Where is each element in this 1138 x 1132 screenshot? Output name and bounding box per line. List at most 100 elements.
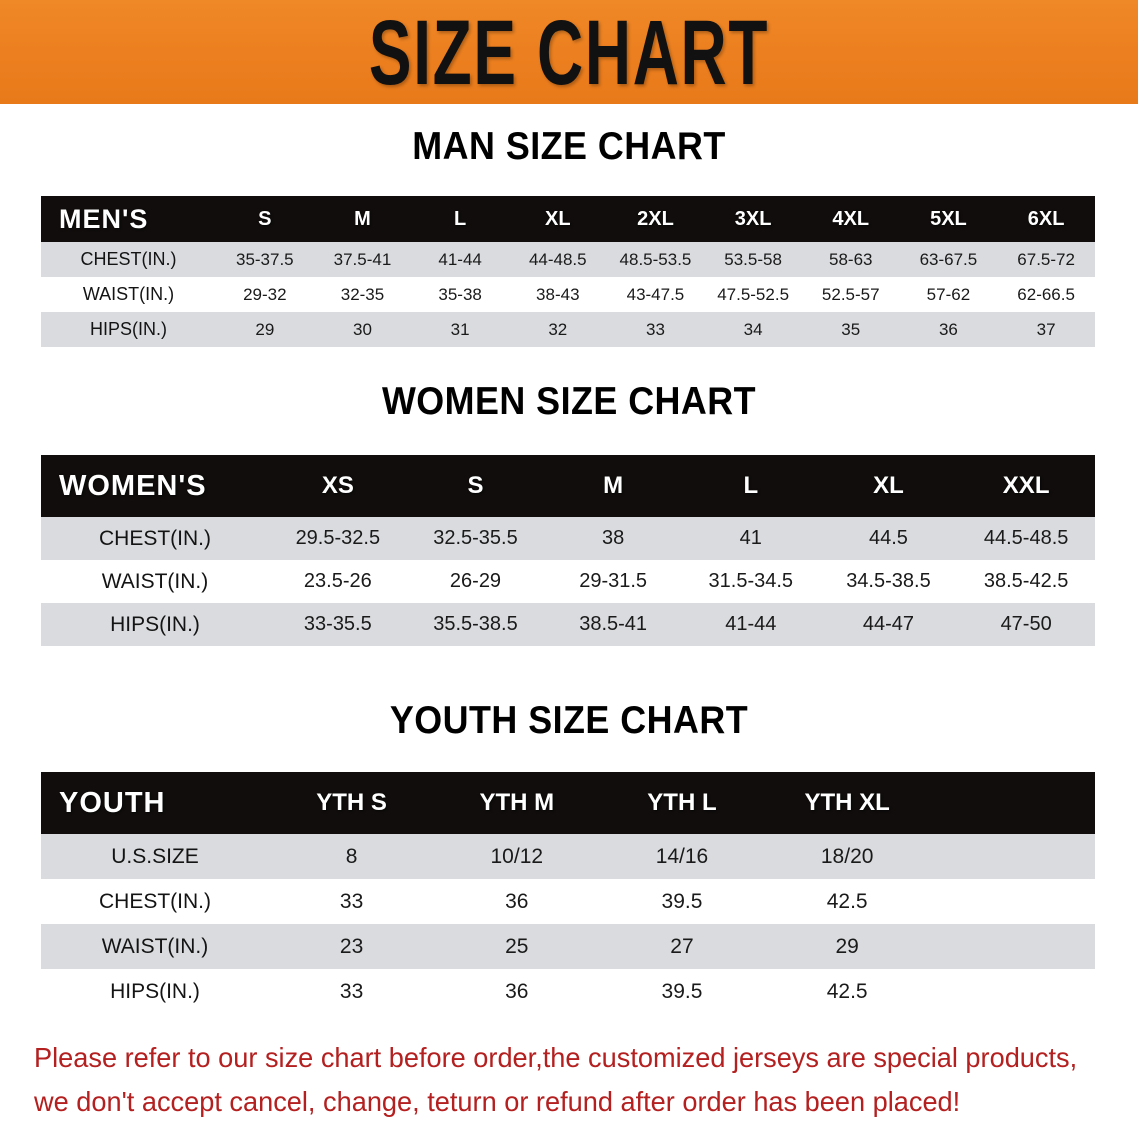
measurement-cell: 33 bbox=[269, 969, 435, 1014]
column-header-3xl: 3XL bbox=[704, 196, 802, 242]
measurement-cell: 33 bbox=[269, 879, 435, 924]
row-label: HIPS(IN.) bbox=[41, 312, 216, 347]
measurement-cell: 35-37.5 bbox=[216, 242, 314, 277]
measurement-cell: 36 bbox=[434, 879, 600, 924]
measurement-cell: 23.5-26 bbox=[269, 560, 407, 603]
row-label: CHEST(IN.) bbox=[41, 517, 269, 560]
column-header-yth-l: YTH L bbox=[599, 772, 765, 834]
table-row: WAIST(IN.) 23 25 27 29 bbox=[41, 924, 1095, 969]
measurement-cell: 34 bbox=[704, 312, 802, 347]
column-header-empty-4 bbox=[929, 772, 1095, 834]
measurement-cell: 25 bbox=[434, 924, 600, 969]
column-header-2xl: 2XL bbox=[606, 196, 705, 242]
row-label: CHEST(IN.) bbox=[41, 242, 216, 277]
column-header-l: L bbox=[411, 196, 509, 242]
measurement-cell: 32-35 bbox=[313, 277, 412, 312]
measurement-cell: 52.5-57 bbox=[801, 277, 900, 312]
column-header-s: S bbox=[406, 455, 545, 517]
table-corner-label: MEN'S bbox=[41, 196, 216, 242]
men-table-body: CHEST(IN.) 35-37.5 37.5-41 41-44 44-48.5 48.5… bbox=[41, 242, 1095, 347]
row-label: CHEST(IN.) bbox=[41, 879, 269, 924]
table-header-row: MEN'S S M L XL 2XL 3XL 4XL 5XL 6XL bbox=[41, 196, 1095, 242]
women-table-body: CHEST(IN.) 29.5-32.5 32.5-35.5 38 41 44.5 44.5… bbox=[41, 517, 1095, 646]
disclaimer-line-2: we don't accept cancel, change, teturn o… bbox=[34, 1086, 961, 1117]
measurement-cell: 37.5-41 bbox=[313, 242, 412, 277]
measurement-cell: 29 bbox=[764, 924, 930, 969]
measurement-cell: 47.5-52.5 bbox=[704, 277, 802, 312]
measurement-cell: 41-44 bbox=[411, 242, 509, 277]
column-header-s: S bbox=[216, 196, 314, 242]
measurement-cell: 38.5-42.5 bbox=[957, 560, 1095, 603]
table-row: WAIST(IN.) 23.5-26 26-29 29-31.5 31.5-34.5 34… bbox=[41, 560, 1095, 603]
column-header-yth-m: YTH M bbox=[434, 772, 600, 834]
column-header-5xl: 5XL bbox=[899, 196, 998, 242]
measurement-cell: 41-44 bbox=[681, 603, 820, 646]
table-row: U.S.SIZE 8 10/12 14/16 18/20 bbox=[41, 834, 1095, 879]
table-row: CHEST(IN.) 29.5-32.5 32.5-35.5 38 41 44.5 44.5… bbox=[41, 517, 1095, 560]
measurement-cell: 34.5-38.5 bbox=[819, 560, 958, 603]
measurement-cell: 38-43 bbox=[508, 277, 607, 312]
table-row: HIPS(IN.) 33-35.5 35.5-38.5 38.5-41 41-44 44-… bbox=[41, 603, 1095, 646]
measurement-cell: 42.5 bbox=[764, 879, 930, 924]
row-label: WAIST(IN.) bbox=[41, 560, 269, 603]
measurement-cell: 41 bbox=[681, 517, 820, 560]
measurement-cell: 33 bbox=[606, 312, 705, 347]
women-table-header: WOMEN'S XS S M L XL XXL bbox=[41, 455, 1095, 517]
measurement-cell: 39.5 bbox=[599, 879, 765, 924]
measurement-cell: 35-38 bbox=[411, 277, 509, 312]
youth-size-table: YOUTH YTH S YTH M YTH L YTH XL U.S.SIZE 8 10/1… bbox=[41, 772, 1095, 1014]
measurement-cell: 58-63 bbox=[801, 242, 900, 277]
measurement-cell: 8 bbox=[269, 834, 435, 879]
measurement-cell: 38.5-41 bbox=[544, 603, 682, 646]
measurement-cell: 32 bbox=[508, 312, 607, 347]
measurement-cell: 37 bbox=[997, 312, 1095, 347]
measurement-cell bbox=[929, 834, 1095, 879]
measurement-cell: 33-35.5 bbox=[269, 603, 407, 646]
measurement-cell: 29-31.5 bbox=[544, 560, 682, 603]
row-label: U.S.SIZE bbox=[41, 834, 269, 879]
table-corner-label: WOMEN'S bbox=[41, 455, 269, 517]
measurement-cell: 44-47 bbox=[819, 603, 958, 646]
column-header-xl: XL bbox=[508, 196, 607, 242]
measurement-cell: 36 bbox=[899, 312, 998, 347]
measurement-cell: 31.5-34.5 bbox=[681, 560, 820, 603]
measurement-cell: 29.5-32.5 bbox=[269, 517, 407, 560]
measurement-cell: 29-32 bbox=[216, 277, 314, 312]
measurement-cell bbox=[929, 969, 1095, 1014]
measurement-cell: 30 bbox=[313, 312, 412, 347]
measurement-cell: 44.5 bbox=[819, 517, 958, 560]
measurement-cell: 43-47.5 bbox=[606, 277, 705, 312]
measurement-cell: 14/16 bbox=[599, 834, 765, 879]
column-header-4xl: 4XL bbox=[801, 196, 900, 242]
column-header-xxl: XXL bbox=[957, 455, 1095, 517]
measurement-cell: 57-62 bbox=[899, 277, 998, 312]
measurement-cell: 53.5-58 bbox=[704, 242, 802, 277]
banner-title: SIZE CHART bbox=[368, 0, 770, 104]
measurement-cell: 29 bbox=[216, 312, 314, 347]
row-label: HIPS(IN.) bbox=[41, 603, 269, 646]
column-header-l: L bbox=[681, 455, 820, 517]
table-row: HIPS(IN.) 33 36 39.5 42.5 bbox=[41, 969, 1095, 1014]
measurement-cell: 62-66.5 bbox=[997, 277, 1095, 312]
youth-table-body: U.S.SIZE 8 10/12 14/16 18/20 CHEST(IN.) 33 36 39… bbox=[41, 834, 1095, 1014]
column-header-m: M bbox=[544, 455, 682, 517]
youth-table-header: YOUTH YTH S YTH M YTH L YTH XL bbox=[41, 772, 1095, 834]
row-label: WAIST(IN.) bbox=[41, 924, 269, 969]
measurement-cell: 35 bbox=[801, 312, 900, 347]
row-label: WAIST(IN.) bbox=[41, 277, 216, 312]
man-section-title: MAN SIZE CHART bbox=[412, 125, 726, 168]
measurement-cell: 47-50 bbox=[957, 603, 1095, 646]
table-row: CHEST(IN.) 35-37.5 37.5-41 41-44 44-48.5 48.5… bbox=[41, 242, 1095, 277]
measurement-cell: 63-67.5 bbox=[899, 242, 998, 277]
measurement-cell bbox=[929, 924, 1095, 969]
men-table-header: MEN'S S M L XL 2XL 3XL 4XL 5XL 6XL bbox=[41, 196, 1095, 242]
column-header-xl: XL bbox=[819, 455, 958, 517]
men-size-table: MEN'S S M L XL 2XL 3XL 4XL 5XL 6XL CHEST(IN.) 35-3… bbox=[41, 196, 1095, 347]
measurement-cell: 31 bbox=[411, 312, 509, 347]
measurement-cell: 38 bbox=[544, 517, 682, 560]
table-header-row: WOMEN'S XS S M L XL XXL bbox=[41, 455, 1095, 517]
measurement-cell: 44.5-48.5 bbox=[957, 517, 1095, 560]
table-row: CHEST(IN.) 33 36 39.5 42.5 bbox=[41, 879, 1095, 924]
measurement-cell: 67.5-72 bbox=[997, 242, 1095, 277]
